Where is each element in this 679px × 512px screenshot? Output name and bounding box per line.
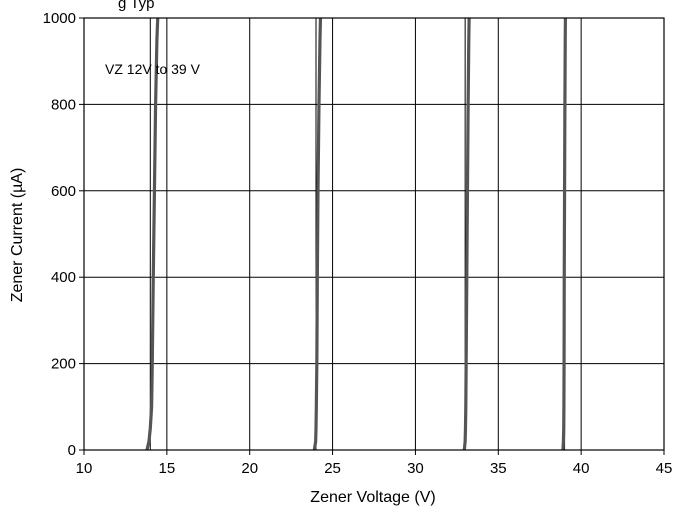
zener-curve bbox=[312, 17, 323, 451]
x-axis-title: Zener Voltage (V) bbox=[310, 489, 435, 506]
grid-lines bbox=[84, 18, 664, 450]
x-tick-label: 20 bbox=[241, 460, 258, 477]
x-tick-label: 15 bbox=[159, 460, 176, 477]
series-layer bbox=[145, 17, 567, 451]
y-tick-label: 600 bbox=[51, 183, 76, 200]
plot-frame bbox=[83, 17, 665, 451]
y-tick-label: 200 bbox=[51, 356, 76, 373]
zener-curve bbox=[462, 17, 471, 451]
x-tick-label: 25 bbox=[324, 460, 341, 477]
x-tick-label: 35 bbox=[490, 460, 507, 477]
y-axis-title: Zener Current (µA) bbox=[9, 168, 26, 303]
x-tick-label: 40 bbox=[573, 460, 590, 477]
zener-curve bbox=[561, 17, 567, 451]
x-tick-label: 30 bbox=[407, 460, 424, 477]
x-tick-label: 45 bbox=[656, 460, 673, 477]
x-tick-label: 10 bbox=[76, 460, 93, 477]
y-tick-label: 400 bbox=[51, 269, 76, 286]
tick-labels: 10 15 20 25 30 35 40 45 0 200 400 600 800 1000 bbox=[43, 10, 673, 477]
y-tick-label: 1000 bbox=[43, 10, 76, 27]
curve-annotation: VZ 12V to 39 V bbox=[105, 61, 201, 77]
chart-title: g Typ bbox=[118, 0, 154, 12]
y-tick-label: 0 bbox=[68, 442, 76, 459]
zener-curve bbox=[145, 17, 160, 451]
y-tick-label: 800 bbox=[51, 96, 76, 113]
